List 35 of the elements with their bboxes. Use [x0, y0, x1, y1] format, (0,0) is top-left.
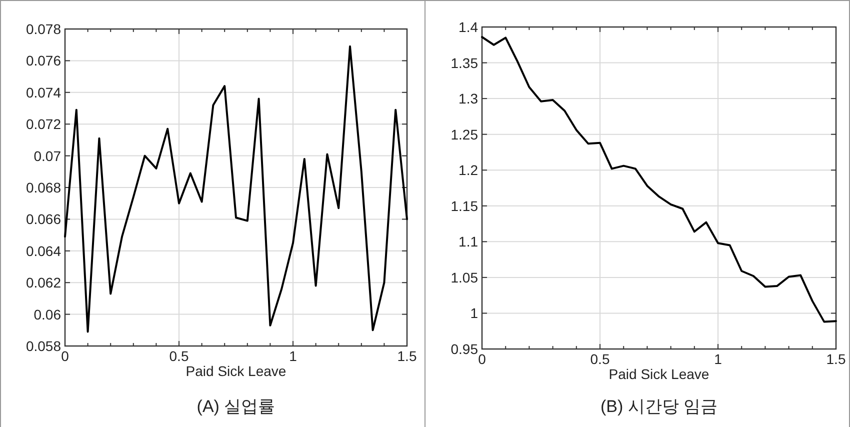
y-tick-label: 1.1	[458, 234, 478, 250]
y-tick-label: 1	[470, 305, 478, 322]
y-tick-label: 0.074	[26, 84, 62, 100]
y-tick-label: 1.4	[458, 19, 478, 35]
y-tick-label: 0.068	[26, 180, 62, 196]
x-tick-label: 1.5	[397, 348, 417, 364]
y-tick-label: 0.078	[26, 21, 62, 37]
text: (A) 실업률	[196, 397, 276, 416]
x-tick-label: 0.5	[169, 348, 189, 364]
x-tick-label: 0.5	[590, 351, 610, 367]
y-tick-label: 0.072	[26, 116, 62, 132]
x-tick-label: 1	[289, 348, 298, 364]
y-tick-label: 0.95	[450, 341, 478, 357]
x-tick-label: 0	[478, 351, 486, 367]
x-tick-label: 1.5	[826, 351, 846, 367]
y-tick-label: 1.25	[450, 126, 478, 142]
x-axis-title: Paid Sick Leave	[186, 363, 286, 379]
y-tick-label: 0.058	[26, 338, 62, 354]
line-series	[481, 36, 837, 323]
x-axis-title: Paid Sick Leave	[608, 366, 710, 382]
y-tick-label: 1.15	[450, 198, 478, 214]
y-tick-label: 0.066	[26, 211, 62, 228]
y-tick-label: 0.062	[26, 274, 62, 291]
y-tick-label: 1.35	[450, 54, 478, 71]
x-tick-label: 1	[714, 351, 722, 367]
line-series	[64, 45, 408, 333]
y-tick-label: 1.3	[458, 90, 478, 107]
x-tick-label: 0	[61, 348, 70, 364]
y-tick-label: 1.2	[458, 162, 478, 178]
y-tick-label: 0.07	[34, 148, 62, 164]
text: (B) 시간당 임금	[600, 397, 718, 416]
y-tick-label: 0.064	[26, 242, 62, 259]
y-tick-label: 0.076	[26, 52, 62, 69]
y-tick-label: 0.06	[34, 306, 62, 322]
y-tick-label: 1.05	[450, 269, 478, 286]
